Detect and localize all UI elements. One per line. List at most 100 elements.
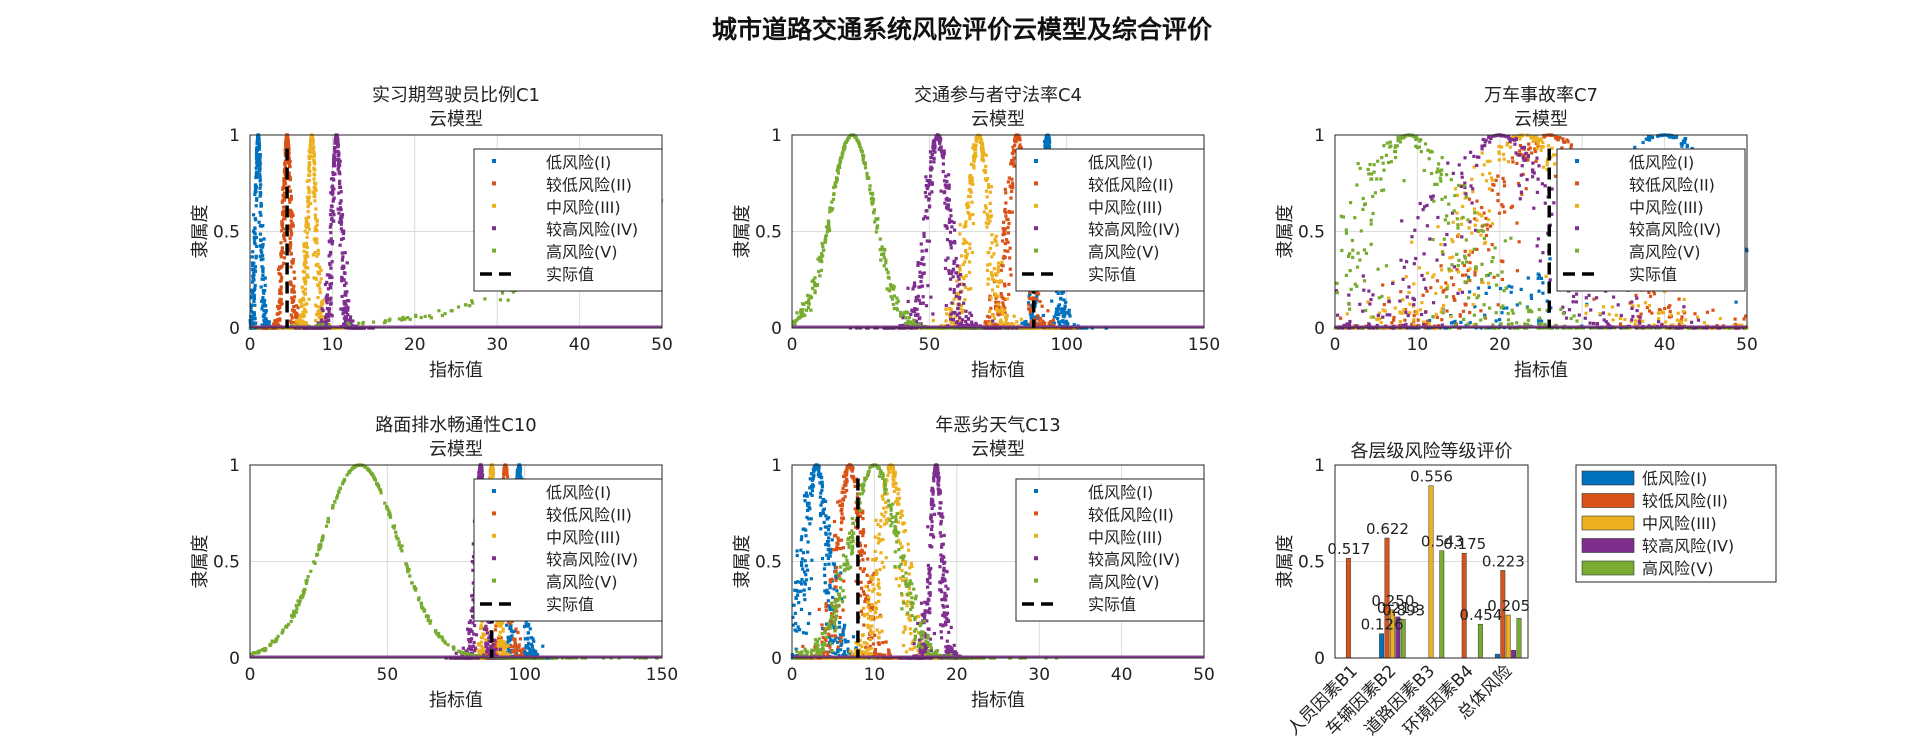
cloud-drop [330, 185, 333, 188]
cloud-drop [1011, 183, 1014, 186]
cloud-drop [1602, 305, 1605, 308]
cloud-drop [950, 301, 953, 304]
cloud-drop [1536, 244, 1539, 247]
cloud-drop [329, 252, 332, 255]
cloud-drop [988, 316, 991, 319]
cloud-drop [1470, 232, 1473, 235]
cloud-drop [264, 304, 267, 307]
cloud-drop [1458, 163, 1461, 166]
cloud-drop [953, 291, 956, 294]
cloud-drop [316, 223, 319, 226]
cloud-drop [869, 184, 872, 187]
cloud-drop [959, 291, 962, 294]
cloud-drop [916, 264, 919, 267]
cloud-drop [1429, 286, 1432, 289]
cloud-drop [1496, 175, 1499, 178]
cloud-drop [1011, 186, 1014, 189]
cloud-drop [313, 199, 316, 202]
cloud-drop [1657, 317, 1660, 320]
y-axis-label: 隶属度 [190, 205, 211, 259]
legend-entry: 中风险(III) [1088, 198, 1163, 217]
cloud-drop [1552, 153, 1555, 156]
cloud-drop [1498, 158, 1501, 161]
cloud-drop [293, 295, 296, 298]
cloud-drop [1431, 275, 1434, 278]
cloud-drop [281, 225, 284, 228]
cloud-drop [925, 249, 928, 252]
cloud-drop [887, 276, 890, 279]
cloud-drop [326, 307, 329, 310]
cloud-drop [969, 174, 972, 177]
cloud-drop [987, 251, 990, 254]
cloud-drop [251, 281, 254, 284]
cloud-drop [965, 241, 968, 244]
cloud-drop [259, 191, 262, 194]
cloud-drop [1486, 228, 1489, 231]
cloud-drop [950, 246, 953, 249]
cloud-drop [1408, 303, 1411, 306]
cloud-drop [253, 236, 256, 239]
cloud-drop [1380, 321, 1383, 324]
x-tick-label: 10 [322, 335, 344, 355]
cloud-drop [1473, 273, 1476, 276]
legend-entry: 高风险(V) [1088, 243, 1159, 262]
cloud-drop [944, 319, 947, 322]
cloud-drop [1039, 317, 1042, 320]
cloud-drop [330, 237, 333, 240]
cloud-drop [920, 258, 923, 261]
cloud-drop [861, 153, 864, 156]
cloud-drop [992, 252, 995, 255]
cloud-drop [1537, 164, 1540, 167]
x-axis-label: 指标值 [429, 360, 483, 381]
cloud-drop [1417, 319, 1420, 322]
cloud-drop [304, 260, 307, 263]
cloud-drop [924, 191, 927, 194]
cloud-drop [1063, 315, 1066, 318]
cloud-drop [997, 265, 1000, 268]
legend-entry: 较高风险(IV) [546, 220, 638, 239]
cloud-drop [1664, 320, 1667, 323]
cloud-drop [925, 209, 928, 212]
cloud-drop [989, 247, 992, 250]
cloud-drop [1362, 274, 1365, 277]
cloud-drop [907, 300, 910, 303]
cloud-drop [1413, 314, 1416, 317]
cloud-drop [465, 303, 468, 306]
cloud-drop [835, 179, 838, 182]
cloud-drop [949, 288, 952, 291]
cloud-drop [334, 138, 337, 141]
cloud-drop [1454, 187, 1457, 190]
cloud-drop [329, 231, 332, 234]
cloud-drop [1653, 292, 1656, 295]
cloud-drop [875, 230, 878, 233]
cloud-drop [887, 271, 890, 274]
cloud-drop [340, 221, 343, 224]
cloud-drop [1007, 180, 1010, 183]
cloud-drop [1390, 321, 1393, 324]
cloud-drop [983, 211, 986, 214]
cloud-drop [305, 251, 308, 254]
cloud-drop [1696, 316, 1699, 319]
cloud-drop [1048, 145, 1051, 148]
legend-entry: 实际值 [1088, 265, 1136, 284]
cloud-drop [876, 224, 879, 227]
cloud-drop [964, 249, 967, 252]
cloud-drop [283, 162, 286, 165]
cloud-drop [343, 272, 346, 275]
cloud-drop [1405, 260, 1408, 263]
cloud-drop [302, 270, 305, 273]
cloud-drop [337, 192, 340, 195]
cloud-drop [443, 312, 446, 315]
cloud-drop [855, 136, 858, 139]
cloud-drop [842, 147, 845, 150]
cloud-drop [808, 302, 811, 305]
cloud-drop [290, 296, 293, 299]
cloud-drop [1648, 304, 1651, 307]
cloud-drop [253, 231, 256, 234]
cloud-drop [251, 261, 254, 264]
cloud-drop [280, 255, 283, 258]
cloud-drop [337, 208, 340, 211]
cloud-drop [987, 186, 990, 189]
cloud-drop [258, 144, 261, 147]
